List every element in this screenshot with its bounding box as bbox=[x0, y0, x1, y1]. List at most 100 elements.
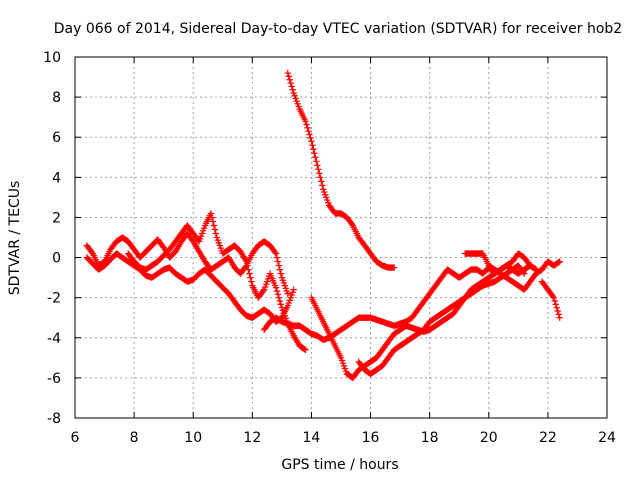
data-point bbox=[556, 314, 563, 321]
plot-frame bbox=[74, 56, 608, 419]
y-tick-label: -4 bbox=[47, 331, 61, 347]
data-point-dense bbox=[273, 254, 281, 261]
x-tick-label: 18 bbox=[421, 430, 439, 446]
data-point-dense bbox=[312, 154, 319, 161]
y-tick-labels: -8 -6 -4 -2 0 2 4 6 8 10 bbox=[43, 50, 61, 427]
data-point-dense bbox=[311, 150, 318, 157]
series-trace-6 bbox=[355, 262, 528, 378]
x-tick-label: 6 bbox=[71, 430, 80, 446]
data-point-dense bbox=[245, 266, 252, 273]
data-point bbox=[284, 290, 291, 297]
data-point bbox=[272, 284, 280, 291]
data-point-dense bbox=[520, 269, 527, 276]
series-trace-7 bbox=[284, 69, 398, 271]
data-point bbox=[550, 294, 557, 301]
y-tick-label: 10 bbox=[43, 50, 61, 66]
data-point-dense bbox=[208, 214, 216, 221]
data-point bbox=[272, 250, 280, 257]
data-point-dense bbox=[212, 230, 220, 237]
data-point-dense bbox=[273, 287, 281, 295]
data-point-dense bbox=[210, 222, 218, 229]
data-point bbox=[391, 264, 398, 271]
data-point-dense bbox=[306, 131, 313, 138]
data-point-dense bbox=[552, 301, 559, 308]
x-tick-label: 12 bbox=[243, 430, 261, 446]
data-point-dense bbox=[276, 266, 284, 273]
data-point bbox=[284, 69, 291, 77]
series-trace-9 bbox=[538, 278, 563, 321]
y-tick-label: -2 bbox=[47, 291, 61, 307]
data-point-dense bbox=[275, 262, 283, 269]
data-point-dense bbox=[316, 170, 323, 177]
data-point-dense bbox=[248, 278, 255, 285]
data-point-dense bbox=[289, 86, 296, 93]
data-point bbox=[308, 138, 315, 145]
grid-lines bbox=[75, 57, 607, 418]
data-point bbox=[207, 210, 215, 217]
data-point-dense bbox=[549, 293, 557, 300]
data-point-dense bbox=[313, 158, 320, 165]
data-point-dense bbox=[303, 121, 310, 128]
y-axis-label: SDTVAR / TECUs bbox=[7, 181, 23, 296]
data-point-dense bbox=[317, 174, 324, 181]
data-point-dense bbox=[309, 142, 316, 149]
data-points bbox=[83, 69, 563, 382]
x-tick-label: 8 bbox=[130, 430, 139, 446]
data-point-dense bbox=[247, 274, 254, 281]
data-point-dense bbox=[209, 218, 217, 225]
y-tick-label: 2 bbox=[52, 210, 61, 226]
data-point-dense bbox=[304, 124, 311, 132]
data-point-dense bbox=[275, 294, 283, 301]
data-point-dense bbox=[287, 79, 294, 87]
x-tick-label: 24 bbox=[598, 430, 616, 446]
data-point-dense bbox=[348, 220, 356, 228]
data-point-dense bbox=[271, 249, 279, 256]
data-point-dense bbox=[285, 73, 292, 80]
data-point-dense bbox=[531, 265, 539, 273]
data-point-dense bbox=[259, 287, 267, 295]
data-point bbox=[302, 117, 309, 125]
data-point-dense bbox=[288, 83, 295, 90]
data-point-dense bbox=[305, 128, 312, 135]
axis-ticks bbox=[74, 56, 608, 419]
data-point-dense bbox=[276, 297, 284, 305]
series-trace-1 bbox=[83, 230, 291, 297]
data-point-dense bbox=[211, 226, 219, 233]
chart-title: Day 066 of 2014, Sidereal Day-to-day VTE… bbox=[54, 21, 622, 37]
y-tick-label: 4 bbox=[52, 170, 61, 186]
y-tick-label: -8 bbox=[47, 411, 61, 427]
series-trace-2 bbox=[83, 250, 297, 325]
data-point-dense bbox=[246, 270, 253, 277]
data-point-dense bbox=[555, 259, 562, 266]
data-point-dense bbox=[277, 270, 285, 277]
data-point-dense bbox=[274, 291, 282, 298]
data-point-dense bbox=[274, 258, 282, 265]
y-tick-label: 0 bbox=[52, 251, 61, 267]
y-tick-label: -6 bbox=[47, 371, 61, 387]
data-point bbox=[243, 258, 250, 265]
y-tick-label: 6 bbox=[52, 130, 61, 146]
x-tick-label: 14 bbox=[303, 430, 321, 446]
data-point-dense bbox=[301, 345, 308, 353]
data-point-dense bbox=[554, 307, 561, 315]
x-tick-labels: 6 8 10 12 14 16 18 20 22 24 bbox=[71, 430, 616, 446]
data-point-dense bbox=[277, 301, 285, 308]
data-point bbox=[290, 286, 297, 293]
data-point bbox=[302, 346, 309, 354]
data-point-dense bbox=[88, 249, 95, 256]
data-point bbox=[314, 162, 321, 169]
x-tick-label: 22 bbox=[539, 430, 557, 446]
data-point bbox=[556, 258, 563, 265]
y-tick-label: 8 bbox=[52, 90, 61, 106]
data-point-dense bbox=[244, 262, 251, 269]
data-point-dense bbox=[286, 76, 293, 83]
data-point-dense bbox=[315, 166, 322, 173]
x-tick-label: 20 bbox=[480, 430, 498, 446]
x-tick-label: 16 bbox=[362, 430, 380, 446]
data-point-dense bbox=[551, 297, 558, 305]
data-point-dense bbox=[307, 134, 314, 142]
data-point bbox=[521, 270, 528, 277]
data-point-dense bbox=[318, 178, 325, 185]
series-trace-8 bbox=[461, 250, 563, 293]
